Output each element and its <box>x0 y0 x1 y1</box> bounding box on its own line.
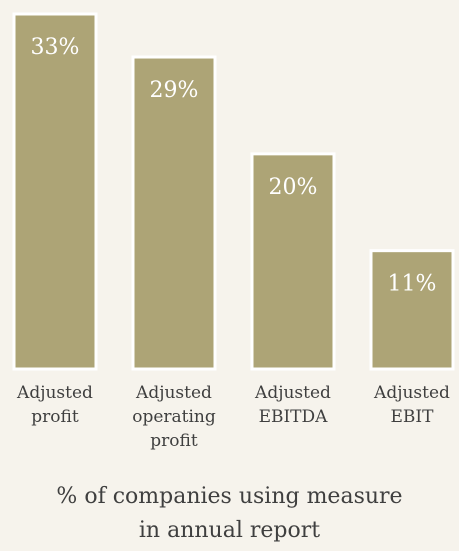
bar-value-label-2: 20% <box>269 175 318 200</box>
bar-1 <box>131 55 217 371</box>
category-label-0: Adjusted profit <box>16 383 93 427</box>
chart-caption-line-2: in annual report <box>138 518 321 543</box>
bar-3 <box>369 249 455 371</box>
category-label-3: Adjusted EBIT <box>373 383 450 427</box>
bar-value-label-3: 11% <box>388 272 437 297</box>
category-label-2: Adjusted EBITDA <box>254 383 331 427</box>
bar-value-label-1: 29% <box>150 78 199 103</box>
bar-0 <box>12 12 98 371</box>
bar-value-label-0: 33% <box>31 35 80 60</box>
category-label-1: Adjusted operating profit <box>132 383 216 451</box>
chart-caption-line-1: % of companies using measure <box>56 484 403 509</box>
bar-2 <box>250 152 336 371</box>
